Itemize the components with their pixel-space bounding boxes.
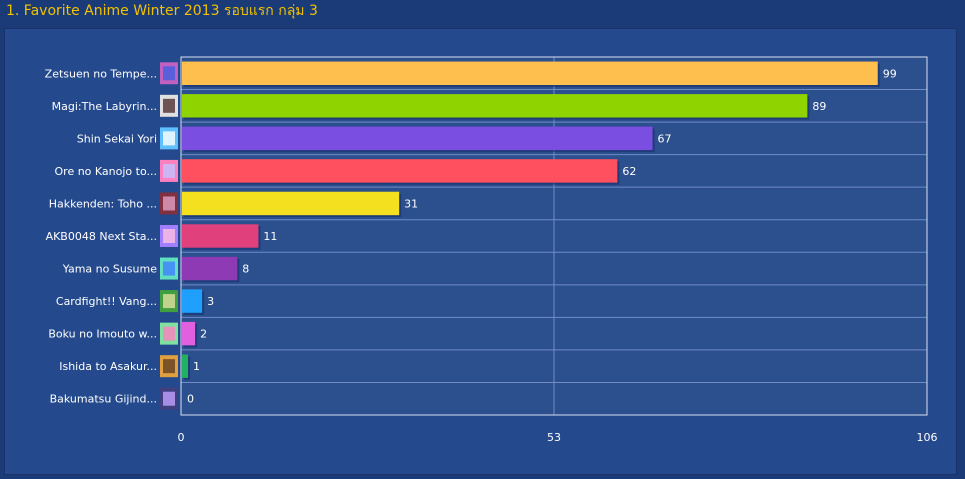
bar[interactable] — [182, 224, 259, 248]
thumbnail-fg — [163, 66, 175, 81]
thumbnail-fg — [163, 196, 175, 211]
bar[interactable] — [182, 289, 203, 313]
anime-thumbnail — [160, 225, 178, 247]
chart-panel: Zetsuen no Tempe... 99 Magi:The Labyrin...… — [4, 28, 957, 475]
value-label: 67 — [658, 132, 672, 145]
bar[interactable] — [182, 191, 400, 216]
anime-thumbnail — [160, 387, 178, 410]
plot-border — [180, 56, 928, 416]
value-label: 1 — [193, 360, 200, 373]
bar[interactable] — [182, 159, 618, 183]
x-tick-label: 53 — [547, 431, 561, 444]
anime-thumbnail — [160, 192, 178, 215]
thumbnail-fg — [163, 294, 175, 309]
value-label: 8 — [242, 263, 249, 276]
anime-thumbnail — [160, 355, 178, 378]
thumbnail-fg — [163, 229, 175, 243]
category-label: Bakumatsu Gijind... — [50, 393, 157, 406]
category-label: Shin Sekai Yori — [77, 132, 157, 145]
bar[interactable] — [182, 61, 878, 85]
bar[interactable] — [182, 256, 238, 281]
anime-thumbnail — [160, 322, 178, 345]
chart-title: 1. Favorite Anime Winter 2013 รอบแรก กลุ… — [6, 3, 318, 19]
anime-thumbnail — [160, 257, 178, 280]
value-label: 31 — [404, 197, 418, 210]
x-tick-label: 106 — [917, 431, 938, 444]
thumbnail-fg — [163, 261, 175, 276]
anime-thumbnail — [160, 290, 178, 313]
thumbnail-fg — [163, 359, 175, 374]
category-label: Cardfight!! Vang... — [56, 295, 157, 308]
value-label: 11 — [263, 230, 277, 243]
anime-thumbnail — [160, 62, 178, 85]
category-label: Boku no Imouto w... — [48, 328, 157, 341]
value-label: 3 — [207, 295, 214, 308]
value-label: 0 — [187, 393, 194, 406]
category-label: Ishida to Asakur... — [59, 360, 157, 373]
value-label: 62 — [622, 165, 636, 178]
bar[interactable] — [182, 354, 189, 378]
category-label: Yama no Susume — [62, 263, 157, 276]
anime-thumbnail — [160, 94, 178, 117]
anime-thumbnail — [160, 159, 178, 182]
category-label: Zetsuen no Tempe... — [45, 67, 157, 80]
x-tick-label: 0 — [178, 431, 185, 444]
anime-thumbnail — [160, 127, 178, 150]
thumbnail-fg — [163, 326, 175, 341]
category-label: Magi:The Labyrin... — [52, 100, 157, 113]
bar[interactable] — [182, 94, 808, 118]
category-label: Ore no Kanojo to... — [55, 165, 158, 178]
thumbnail-fg — [163, 131, 175, 146]
bar[interactable] — [182, 126, 653, 151]
value-label: 2 — [200, 328, 207, 341]
thumbnail-fg — [163, 391, 175, 406]
value-label: 89 — [812, 100, 826, 113]
thumbnail-fg — [163, 98, 175, 113]
category-label: Hakkenden: Toho ... — [49, 197, 157, 210]
thumbnail-fg — [163, 163, 175, 178]
category-label: AKB0048 Next Sta... — [46, 230, 157, 243]
value-label: 99 — [883, 67, 897, 80]
bar[interactable] — [182, 321, 196, 346]
bar-chart: Zetsuen no Tempe... 99 Magi:The Labyrin...… — [45, 56, 938, 444]
